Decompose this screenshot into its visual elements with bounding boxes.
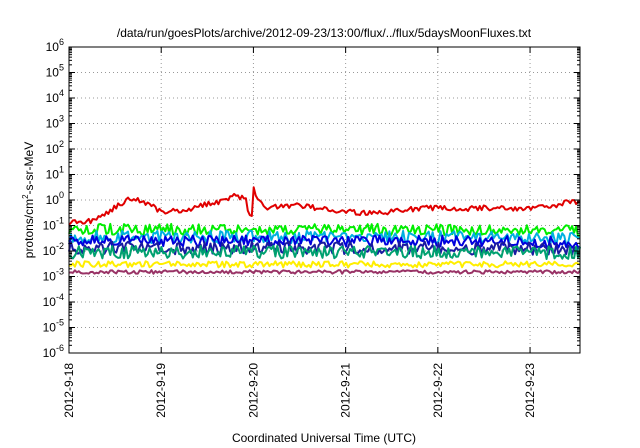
chart-title: /data/run/goesPlots/archive/2012-09-23/1… xyxy=(117,26,532,40)
y-tick-label: 102 xyxy=(46,139,64,156)
y-tick-label: 103 xyxy=(46,114,64,131)
y-tick-label-exponent: 2 xyxy=(59,139,64,149)
x-tick-label: 2012-9-19 xyxy=(154,363,168,418)
y-tick-label-base: 10 xyxy=(46,168,60,182)
y-tick-label-exponent: -6 xyxy=(56,343,64,353)
y-tick-label: 10-3 xyxy=(43,267,64,284)
y-tick-label-base: 10 xyxy=(46,117,60,131)
x-tick-label: 2012-9-23 xyxy=(523,363,537,418)
flux-series-line-5 xyxy=(68,240,581,256)
y-tick-label: 10-5 xyxy=(43,318,64,335)
flux-series-line-3 xyxy=(68,229,581,246)
y-axis-label-sup: 2 xyxy=(21,194,30,199)
y-tick-label: 10-6 xyxy=(43,343,64,360)
x-tick-labels: 2012-9-18 2012-9-19 2012-9-20 2012-9-21 2012… xyxy=(62,363,537,418)
y-tick-label-exponent: 0 xyxy=(59,190,64,200)
y-tick-label-base: 10 xyxy=(46,142,60,156)
y-tick-label-base: 10 xyxy=(43,321,57,335)
y-tick-label-base: 10 xyxy=(46,40,60,54)
y-tick-label-exponent: 6 xyxy=(59,37,64,47)
flux-series-line-2 xyxy=(68,222,581,238)
y-axis-label-rest: -s-sr-MeV xyxy=(22,142,36,195)
flux-series-line-1 xyxy=(68,186,581,226)
y-tick-label: 101 xyxy=(46,165,64,182)
gridlines xyxy=(69,47,580,353)
axis-ticks xyxy=(68,46,580,354)
series-layer xyxy=(68,186,581,275)
flux-series-line-8 xyxy=(68,269,581,275)
flux-series-line-7 xyxy=(68,260,581,269)
y-tick-label-exponent: 4 xyxy=(59,88,64,98)
x-axis-label: Coordinated Universal Time (UTC) xyxy=(232,431,416,445)
x-tick-label: 2012-9-20 xyxy=(246,363,260,418)
y-tick-label: 104 xyxy=(46,88,64,105)
y-tick-label-exponent: -3 xyxy=(56,267,64,277)
y-tick-label-exponent: -5 xyxy=(56,318,64,328)
y-tick-label-exponent: 1 xyxy=(59,165,64,175)
y-tick-label-base: 10 xyxy=(46,66,60,80)
y-tick-label: 106 xyxy=(46,37,64,54)
y-tick-label-exponent: -1 xyxy=(56,216,64,226)
x-tick-label: 2012-9-22 xyxy=(431,363,445,418)
y-tick-label: 10-2 xyxy=(43,241,64,258)
y-tick-label-base: 10 xyxy=(46,91,60,105)
y-tick-label-base: 10 xyxy=(43,219,57,233)
x-tick-label: 2012-9-18 xyxy=(62,363,76,418)
y-tick-label-exponent: -4 xyxy=(56,292,64,302)
y-tick-label-exponent: -2 xyxy=(56,241,64,251)
y-axis-label: protons/cm2-s-sr-MeV xyxy=(21,142,36,258)
y-tick-label: 10-4 xyxy=(43,292,64,309)
y-tick-label-exponent: 5 xyxy=(59,63,64,73)
y-tick-label-base: 10 xyxy=(43,270,57,284)
y-tick-label-base: 10 xyxy=(43,346,57,360)
y-tick-label-base: 10 xyxy=(43,295,57,309)
y-tick-label: 10-1 xyxy=(43,216,64,233)
y-axis-label-base: protons/cm xyxy=(22,199,36,258)
y-tick-label-base: 10 xyxy=(46,193,60,207)
flux-series-line-6 xyxy=(68,244,581,260)
y-tick-label: 105 xyxy=(46,63,64,80)
y-tick-label: 100 xyxy=(46,190,64,207)
y-tick-labels: 10-610-510-410-310-210-11001011021031041… xyxy=(43,37,64,360)
x-tick-label: 2012-9-21 xyxy=(339,363,353,418)
y-tick-label-base: 10 xyxy=(43,244,57,258)
y-tick-label-exponent: 3 xyxy=(59,114,64,124)
